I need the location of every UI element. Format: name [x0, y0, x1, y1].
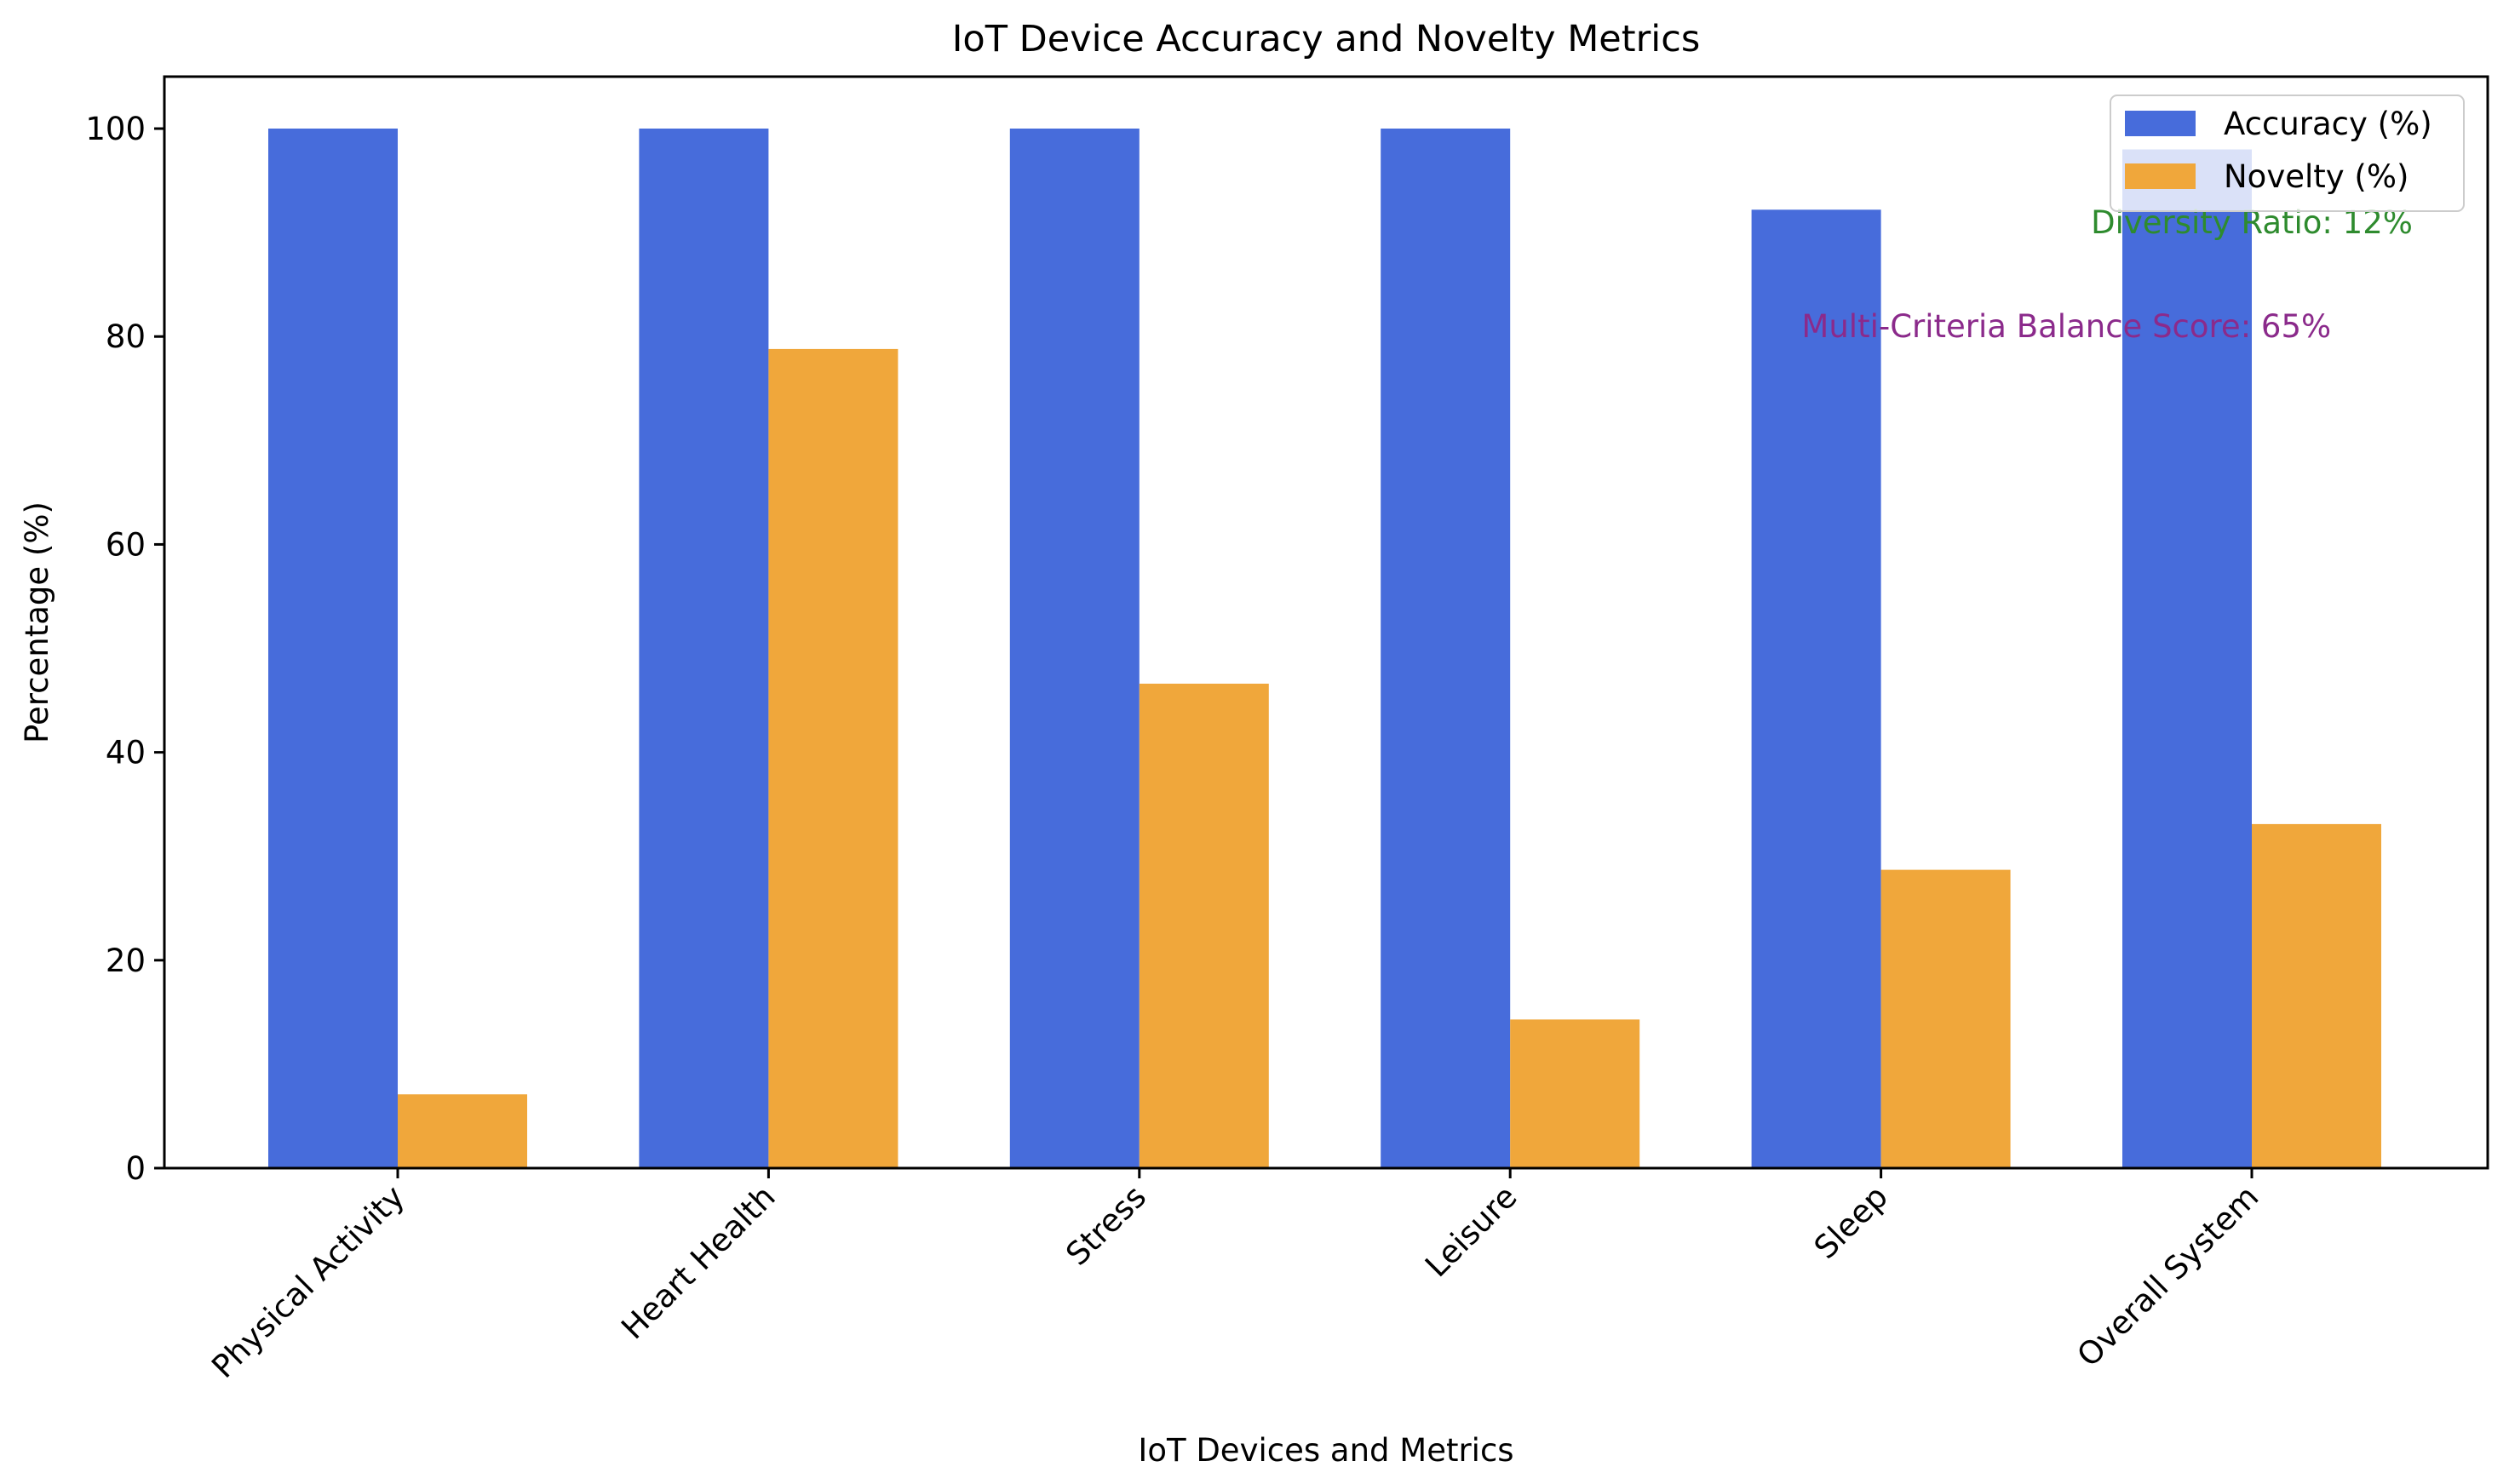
- y-axis-label: Percentage (%): [19, 501, 55, 743]
- bar-accuracy: [2122, 149, 2252, 1168]
- y-tick-label: 40: [106, 735, 146, 771]
- y-tick-label: 20: [106, 943, 146, 979]
- y-axis: 0 20 40 60 80 100: [85, 111, 164, 1187]
- legend-label-novelty: Novelty (%): [2224, 158, 2409, 195]
- legend: Accuracy (%) Novelty (%): [2110, 95, 2465, 212]
- legend-swatch-accuracy: [2125, 111, 2196, 136]
- annotation-text: Multi-Criteria Balance Score: 65%: [1801, 308, 2331, 345]
- y-tick-label: 80: [106, 318, 146, 355]
- y-tick-label: 100: [85, 111, 146, 147]
- bars-layer: [268, 129, 2381, 1168]
- legend-frame: [2110, 95, 2465, 212]
- bar-accuracy: [1381, 129, 1511, 1168]
- bar-novelty: [1139, 684, 1269, 1168]
- plot-area-frame: [163, 75, 2489, 1170]
- bar-novelty: [2252, 823, 2381, 1168]
- x-axis-label: IoT Devices and Metrics: [1138, 1432, 1513, 1469]
- bar-accuracy: [639, 129, 769, 1168]
- bar-accuracy: [268, 129, 398, 1168]
- bar-novelty: [768, 348, 899, 1168]
- chart-title: IoT Device Accuracy and Novelty Metrics: [952, 18, 1701, 60]
- legend-label-accuracy: Accuracy (%): [2224, 106, 2432, 142]
- bar-novelty: [1510, 1019, 1640, 1168]
- y-tick-label: 60: [106, 526, 146, 563]
- bar-novelty: [398, 1094, 527, 1168]
- y-tick-label: 0: [125, 1150, 146, 1187]
- bar-accuracy: [1751, 209, 1881, 1168]
- legend-swatch-novelty: [2125, 163, 2196, 189]
- bar-accuracy: [1009, 129, 1140, 1168]
- bar-novelty: [1880, 869, 2011, 1168]
